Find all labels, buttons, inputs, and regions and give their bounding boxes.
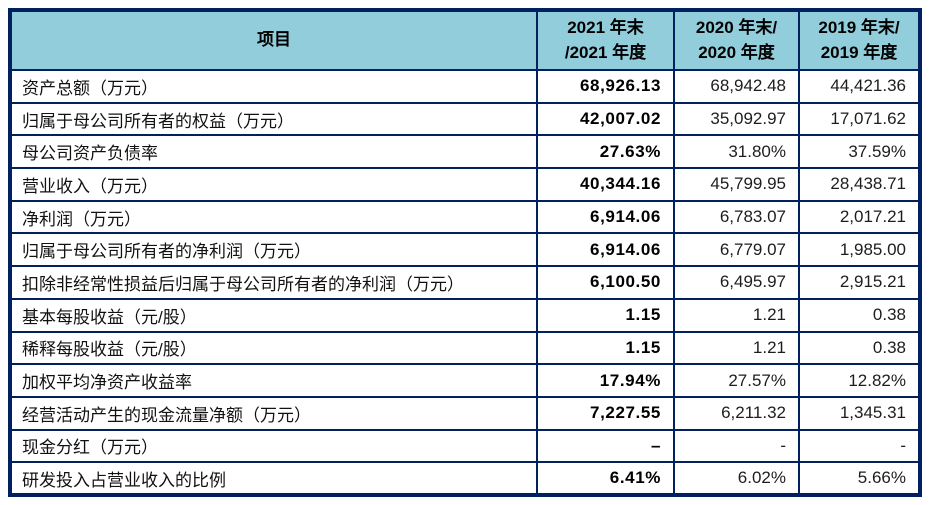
value-2020-cell: - [673, 428, 800, 464]
value-2019-cell: 1,985.00 [798, 232, 921, 268]
value-2021-cell: 68,926.13 [536, 69, 675, 104]
table-row: 净利润（万元） 6,914.06 6,783.07 2,017.21 [9, 199, 921, 235]
item-cell: 现金分红（万元） [9, 428, 538, 464]
value-2020-cell: 45,799.95 [673, 167, 800, 202]
table-row: 研发投入占营业收入的比例 6.41% 6.02% 5.66% [9, 461, 921, 496]
header-2020-line1: 2020 年末/ [695, 17, 778, 37]
table-body: 资产总额（万元） 68,926.13 68,942.48 44,421.36 归属于母公… [9, 69, 921, 496]
table-row: 资产总额（万元） 68,926.13 68,942.48 44,421.36 [9, 69, 921, 104]
header-2021-line1: 2021 年末 [567, 17, 644, 37]
value-2019-cell: 1,345.31 [798, 395, 921, 431]
item-cell: 经营活动产生的现金流量净额（万元） [9, 395, 538, 431]
table-row: 基本每股收益（元/股） 1.15 1.21 0.38 [9, 297, 921, 333]
value-2021-cell: 7,227.55 [536, 395, 675, 431]
header-2020: 2020 年末/ 2020 年度 [673, 9, 800, 71]
item-cell: 母公司资产负债率 [9, 134, 538, 170]
value-2021-cell: 6,914.06 [536, 199, 675, 235]
header-2019-line1: 2019 年末/ [818, 17, 900, 37]
table-row: 归属于母公司所有者的权益（万元） 42,007.02 35,092.97 17,071… [9, 101, 921, 137]
value-2020-cell: 6,211.32 [673, 395, 800, 431]
item-cell: 研发投入占营业收入的比例 [9, 461, 538, 496]
header-2021-line2: /2021 年度 [564, 42, 647, 62]
header-2019: 2019 年末/ 2019 年度 [798, 9, 921, 71]
value-2021-cell: 6.41% [536, 461, 675, 496]
header-row: 项目 2021 年末 /2021 年度 2020 年末/ 2020 年度 201… [9, 9, 921, 71]
value-2019-cell: 44,421.36 [798, 69, 921, 104]
value-2020-cell: 6.02% [673, 461, 800, 496]
value-2019-cell: 37.59% [798, 134, 921, 170]
value-2021-cell: 6,100.50 [536, 265, 675, 300]
header-2021: 2021 年末 /2021 年度 [536, 9, 675, 71]
item-cell: 扣除非经常性损益后归属于母公司所有者的净利润（万元） [9, 265, 538, 300]
value-2019-cell: 2,017.21 [798, 199, 921, 235]
value-2020-cell: 6,783.07 [673, 199, 800, 235]
table-row: 稀释每股收益（元/股） 1.15 1.21 0.38 [9, 330, 921, 366]
table-row: 归属于母公司所有者的净利润（万元） 6,914.06 6,779.07 1,985.0… [9, 232, 921, 268]
value-2021-cell: 40,344.16 [536, 167, 675, 202]
value-2019-cell: 0.38 [798, 330, 921, 366]
item-cell: 净利润（万元） [9, 199, 538, 235]
value-2020-cell: 6,495.97 [673, 265, 800, 300]
value-2019-cell: 12.82% [798, 363, 921, 398]
value-2021-cell: 27.63% [536, 134, 675, 170]
item-cell: 归属于母公司所有者的权益（万元） [9, 101, 538, 137]
item-cell: 资产总额（万元） [9, 69, 538, 104]
value-2019-cell: 17,071.62 [798, 101, 921, 137]
value-2021-cell: 6,914.06 [536, 232, 675, 268]
value-2021-cell: 1.15 [536, 330, 675, 366]
value-2019-cell: 28,438.71 [798, 167, 921, 202]
value-2021-cell: – [536, 428, 675, 464]
value-2020-cell: 1.21 [673, 297, 800, 333]
value-2020-cell: 1.21 [673, 330, 800, 366]
value-2019-cell: - [798, 428, 921, 464]
item-cell: 基本每股收益（元/股） [9, 297, 538, 333]
value-2021-cell: 42,007.02 [536, 101, 675, 137]
value-2021-cell: 17.94% [536, 363, 675, 398]
header-item-label: 项目 [257, 30, 291, 50]
value-2019-cell: 5.66% [798, 461, 921, 496]
table-row: 扣除非经常性损益后归属于母公司所有者的净利润（万元） 6,100.50 6,495.… [9, 265, 921, 300]
table-row: 经营活动产生的现金流量净额（万元） 7,227.55 6,211.32 1,345.3… [9, 395, 921, 431]
table-row: 加权平均净资产收益率 17.94% 27.57% 12.82% [9, 363, 921, 398]
value-2020-cell: 35,092.97 [673, 101, 800, 137]
header-item: 项目 [9, 9, 538, 71]
header-2020-line2: 2020 年度 [698, 42, 775, 62]
table-header: 项目 2021 年末 /2021 年度 2020 年末/ 2020 年度 201… [9, 9, 921, 71]
value-2020-cell: 68,942.48 [673, 69, 800, 104]
table-row: 母公司资产负债率 27.63% 31.80% 37.59% [9, 134, 921, 170]
value-2019-cell: 2,915.21 [798, 265, 921, 300]
table-row: 营业收入（万元） 40,344.16 45,799.95 28,438.71 [9, 167, 921, 202]
item-cell: 营业收入（万元） [9, 167, 538, 202]
item-cell: 稀释每股收益（元/股） [9, 330, 538, 366]
item-cell: 加权平均净资产收益率 [9, 363, 538, 398]
value-2021-cell: 1.15 [536, 297, 675, 333]
header-2019-line2: 2019 年度 [820, 42, 898, 62]
value-2019-cell: 0.38 [798, 297, 921, 333]
value-2020-cell: 27.57% [673, 363, 800, 398]
value-2020-cell: 31.80% [673, 134, 800, 170]
value-2020-cell: 6,779.07 [673, 232, 800, 268]
table-row: 现金分红（万元） – - - [9, 428, 921, 464]
item-cell: 归属于母公司所有者的净利润（万元） [9, 232, 538, 268]
financial-summary-table: 项目 2021 年末 /2021 年度 2020 年末/ 2020 年度 201… [8, 8, 922, 497]
